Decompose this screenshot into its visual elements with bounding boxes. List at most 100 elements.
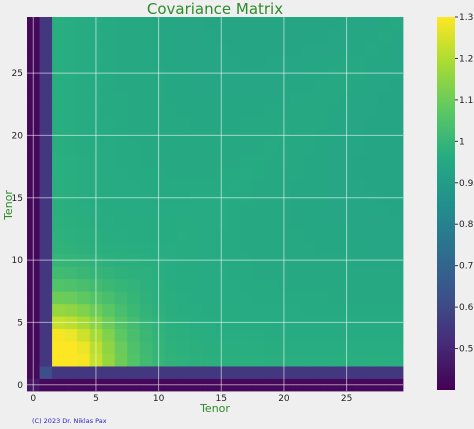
heatmap-cell bbox=[302, 241, 316, 255]
heatmap-cell bbox=[290, 303, 304, 317]
heatmap-cell bbox=[365, 116, 379, 130]
heatmap-cell bbox=[127, 366, 141, 379]
heatmap-cell bbox=[77, 116, 91, 130]
heatmap-cell bbox=[52, 54, 65, 68]
heatmap-cell bbox=[315, 141, 329, 155]
heatmap-cell bbox=[365, 303, 379, 317]
heatmap-cell bbox=[39, 17, 53, 30]
heatmap-cell bbox=[252, 41, 266, 55]
y-tick-label: 25 bbox=[12, 69, 23, 79]
heatmap-cell bbox=[290, 216, 304, 230]
heatmap-cell bbox=[202, 216, 216, 230]
heatmap-cell bbox=[177, 54, 191, 68]
heatmap-cell bbox=[290, 141, 304, 155]
heatmap-cell bbox=[377, 216, 391, 230]
y-axis-label: Tenor bbox=[2, 190, 15, 221]
heatmap-cell bbox=[139, 141, 153, 155]
heatmap-cell bbox=[102, 166, 116, 180]
heatmap-cell bbox=[177, 353, 191, 367]
heatmap-cell bbox=[64, 228, 78, 242]
heatmap-cell bbox=[352, 353, 366, 367]
heatmap-cell bbox=[39, 353, 53, 367]
credit-text: (C) 2023 Dr. Niklas Pax bbox=[32, 417, 107, 425]
heatmap-cell bbox=[315, 116, 329, 130]
heatmap-cell bbox=[227, 116, 241, 130]
heatmap-cell bbox=[102, 104, 116, 118]
heatmap-cell bbox=[102, 228, 116, 242]
heatmap-cell bbox=[164, 116, 178, 130]
heatmap-cell bbox=[377, 341, 391, 354]
heatmap-cell bbox=[114, 216, 128, 230]
heatmap-cell bbox=[352, 54, 366, 68]
heatmap-cell bbox=[77, 341, 91, 354]
heatmap-cell bbox=[252, 116, 266, 130]
heatmap-cell bbox=[139, 366, 153, 379]
heatmap-cell bbox=[240, 91, 253, 105]
heatmap-cell bbox=[114, 278, 128, 292]
heatmap-cell bbox=[164, 291, 178, 305]
heatmap-cell bbox=[64, 328, 78, 342]
heatmap-cell bbox=[327, 29, 341, 43]
heatmap-cell bbox=[290, 104, 304, 118]
heatmap-cell bbox=[390, 29, 404, 43]
heatmap-cell bbox=[127, 216, 141, 230]
heatmap-cell bbox=[227, 216, 241, 230]
heatmap-cell bbox=[202, 91, 216, 105]
heatmap-cell bbox=[64, 266, 78, 280]
heatmap-cell bbox=[52, 216, 65, 230]
heatmap-cell bbox=[164, 54, 178, 68]
heatmap-cell bbox=[139, 29, 153, 43]
heatmap-cell bbox=[252, 303, 266, 317]
heatmap-cell bbox=[315, 166, 329, 180]
heatmap-cell bbox=[127, 91, 141, 105]
heatmap-cell bbox=[252, 79, 266, 93]
heatmap-cell bbox=[377, 266, 391, 280]
heatmap-cell bbox=[202, 278, 216, 292]
heatmap-cell bbox=[240, 341, 253, 354]
heatmap-cell bbox=[77, 154, 91, 167]
heatmap-cell bbox=[52, 204, 65, 217]
heatmap-cell bbox=[189, 79, 203, 93]
heatmap-cell bbox=[64, 91, 78, 105]
chart-title: Covariance Matrix bbox=[147, 0, 283, 18]
heatmap-cell bbox=[114, 91, 128, 105]
heatmap-cell bbox=[265, 154, 279, 167]
heatmap-cell bbox=[114, 79, 128, 93]
heatmap-cell bbox=[177, 216, 191, 230]
heatmap-cell bbox=[164, 216, 178, 230]
heatmap-cell bbox=[377, 41, 391, 55]
heatmap-cell bbox=[202, 303, 216, 317]
heatmap-cell bbox=[202, 266, 216, 280]
heatmap-cell bbox=[77, 141, 91, 155]
heatmap-cell bbox=[390, 278, 404, 292]
heatmap-cell bbox=[189, 179, 203, 192]
heatmap-cell bbox=[352, 91, 366, 105]
heatmap-cell bbox=[189, 341, 203, 354]
heatmap-cell bbox=[390, 79, 404, 93]
heatmap-cell bbox=[202, 41, 216, 55]
heatmap-cell bbox=[39, 341, 53, 354]
heatmap-cell bbox=[39, 366, 53, 379]
heatmap-cell bbox=[52, 116, 65, 130]
heatmap-cell bbox=[265, 291, 279, 305]
heatmap-cell bbox=[127, 54, 141, 68]
heatmap-cell bbox=[265, 166, 279, 180]
heatmap-cell bbox=[390, 241, 404, 255]
heatmap-cell bbox=[390, 141, 404, 155]
heatmap-cell bbox=[352, 179, 366, 192]
heatmap-cell bbox=[139, 303, 153, 317]
heatmap-cell bbox=[302, 204, 316, 217]
heatmap-cell bbox=[139, 79, 153, 93]
heatmap-cell bbox=[189, 41, 203, 55]
heatmap-cell bbox=[302, 341, 316, 354]
heatmap-cell bbox=[102, 41, 116, 55]
heatmap-cell bbox=[302, 266, 316, 280]
heatmap-cell bbox=[177, 166, 191, 180]
heatmap-cell bbox=[52, 41, 65, 55]
colorbar-tick-label: 0.9 bbox=[459, 179, 474, 189]
heatmap-cell bbox=[252, 241, 266, 255]
heatmap-cell bbox=[302, 228, 316, 242]
y-tick-label: 15 bbox=[12, 194, 23, 204]
heatmap-cell bbox=[202, 328, 216, 342]
heatmap-cell bbox=[164, 341, 178, 354]
